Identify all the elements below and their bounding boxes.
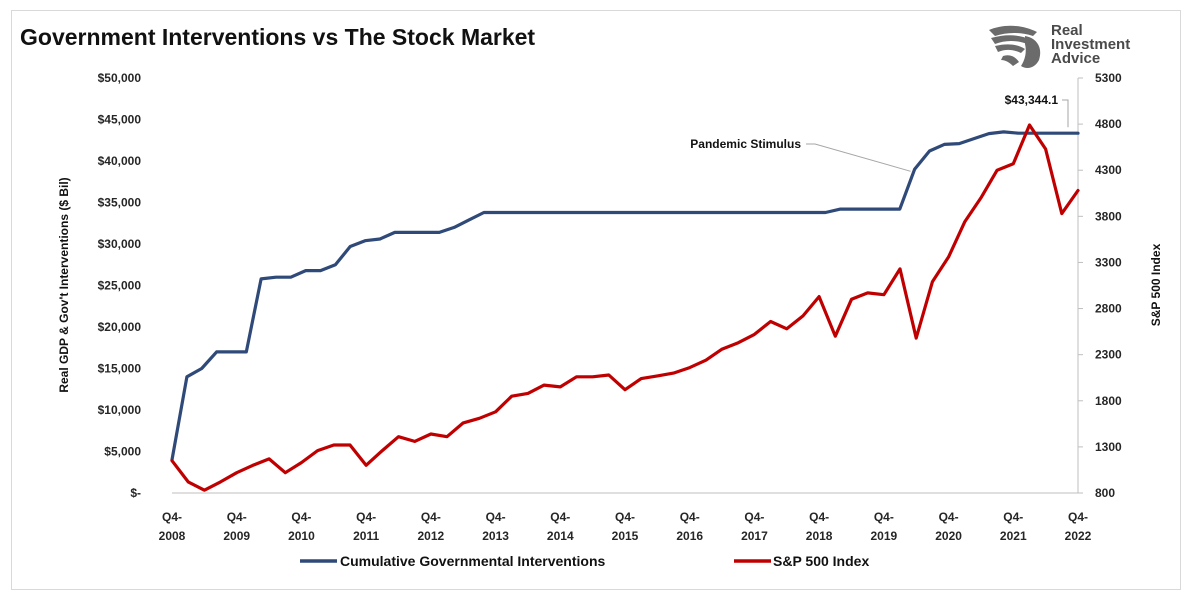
x-tick-label-top: Q4- <box>356 510 376 524</box>
sp500-line <box>170 123 1080 492</box>
y2-tick-label: 3300 <box>1095 255 1122 269</box>
x-tick-label-year: 2012 <box>418 529 445 543</box>
x-tick-label-top: Q4- <box>486 510 506 524</box>
y2-tick-label: 1300 <box>1095 440 1122 454</box>
x-tick-label-year: 2021 <box>1000 529 1027 543</box>
y2-tick-label: 1800 <box>1095 394 1122 408</box>
y2-tick-label: 800 <box>1095 486 1115 500</box>
annotation-final-leader <box>1062 99 1069 128</box>
x-tick-label-top: Q4- <box>744 510 764 524</box>
x-tick-label-top: Q4- <box>291 510 311 524</box>
chart-title: Government Interventions vs The Stock Ma… <box>20 24 536 50</box>
y2-tick-label: 2300 <box>1095 348 1122 362</box>
y2-tick-label: 4800 <box>1095 117 1122 131</box>
x-tick-label-year: 2016 <box>676 529 703 543</box>
x-axis-ticks: Q4- 2008 Q4- 2009 Q4- 2010 Q4- 2011 Q4- 2012 Q4- 20… <box>159 510 1092 543</box>
x-tick-label-year: 2014 <box>547 529 574 543</box>
y2-tick-label: 5300 <box>1095 71 1122 85</box>
series-layer <box>170 123 1080 492</box>
brand-logo: Real Investment Advice <box>985 22 1155 74</box>
x-tick-label-top: Q4- <box>1068 510 1088 524</box>
y2-tick-label: 2800 <box>1095 302 1122 316</box>
x-tick-label-top: Q4- <box>809 510 829 524</box>
brand-name: Real Investment Advice <box>1051 22 1131 67</box>
x-tick-label-top: Q4- <box>874 510 894 524</box>
y2-tick-label: 3800 <box>1095 209 1122 223</box>
x-tick-label-year: 2015 <box>612 529 639 543</box>
x-tick-label-top: Q4- <box>421 510 441 524</box>
y-axis-ticks: $- $5,000 $10,000 $15,000 $20,000 $25,000 $30,… <box>98 71 142 500</box>
y2-axis-tickmarks <box>1078 77 1083 494</box>
y2-axis-ticks: 800 1300 1800 2300 2800 3300 3800 4300 4800 5300 <box>1095 71 1122 500</box>
x-tick-label-year: 2011 <box>353 529 379 543</box>
y2-tick-label: 4300 <box>1095 163 1122 177</box>
legend-label-interventions: Cumulative Governmental Interventions <box>340 553 605 569</box>
x-tick-label-top: Q4- <box>615 510 635 524</box>
x-tick-label-year: 2008 <box>159 529 186 543</box>
y2-axis-title: S&P 500 Index <box>1149 243 1163 326</box>
y-axis-title: Real GDP & Gov't Interventions ($ Bil) <box>57 177 71 392</box>
x-tick-label-year: 2010 <box>288 529 315 543</box>
x-tick-label-top: Q4- <box>680 510 700 524</box>
x-tick-label-top: Q4- <box>162 510 182 524</box>
y-tick-label: $35,000 <box>98 196 142 210</box>
legend: Cumulative Governmental Interventions S&P… <box>300 553 869 569</box>
x-tick-label-year: 2013 <box>482 529 509 543</box>
eagle-logo-icon <box>989 25 1041 68</box>
y-tick-label: $45,000 <box>98 113 142 127</box>
interventions-line <box>170 130 1080 462</box>
x-tick-label-top: Q4- <box>227 510 247 524</box>
y-tick-label: $30,000 <box>98 237 142 251</box>
brand-line-1: Real <box>1051 22 1083 39</box>
y-tick-label: $25,000 <box>98 279 142 293</box>
y-tick-label: $- <box>130 486 141 500</box>
y-tick-label: $15,000 <box>98 362 142 376</box>
x-tick-label-year: 2019 <box>871 529 898 543</box>
y-tick-label: $40,000 <box>98 154 142 168</box>
annotation-pandemic-leader <box>806 143 911 172</box>
brand-line-3: Advice <box>1051 50 1101 67</box>
annotation-final-value: $43,344.1 <box>1005 93 1059 107</box>
legend-label-sp500: S&P 500 Index <box>773 553 869 569</box>
y-tick-label: $20,000 <box>98 320 142 334</box>
x-tick-label-top: Q4- <box>550 510 570 524</box>
annotation-layer: Pandemic Stimulus $43,344.1 <box>690 93 1069 172</box>
x-tick-label-year: 2018 <box>806 529 833 543</box>
brand-line-2: Investment <box>1051 36 1131 53</box>
annotation-pandemic-stimulus: Pandemic Stimulus <box>690 137 801 151</box>
y-tick-label: $10,000 <box>98 403 142 417</box>
x-tick-label-top: Q4- <box>939 510 959 524</box>
y-tick-label: $5,000 <box>104 445 141 459</box>
y-tick-label: $50,000 <box>98 71 142 85</box>
x-tick-label-top: Q4- <box>1003 510 1023 524</box>
x-tick-label-year: 2022 <box>1065 529 1092 543</box>
x-tick-label-year: 2017 <box>741 529 768 543</box>
x-tick-label-year: 2020 <box>935 529 962 543</box>
x-tick-label-year: 2009 <box>223 529 250 543</box>
